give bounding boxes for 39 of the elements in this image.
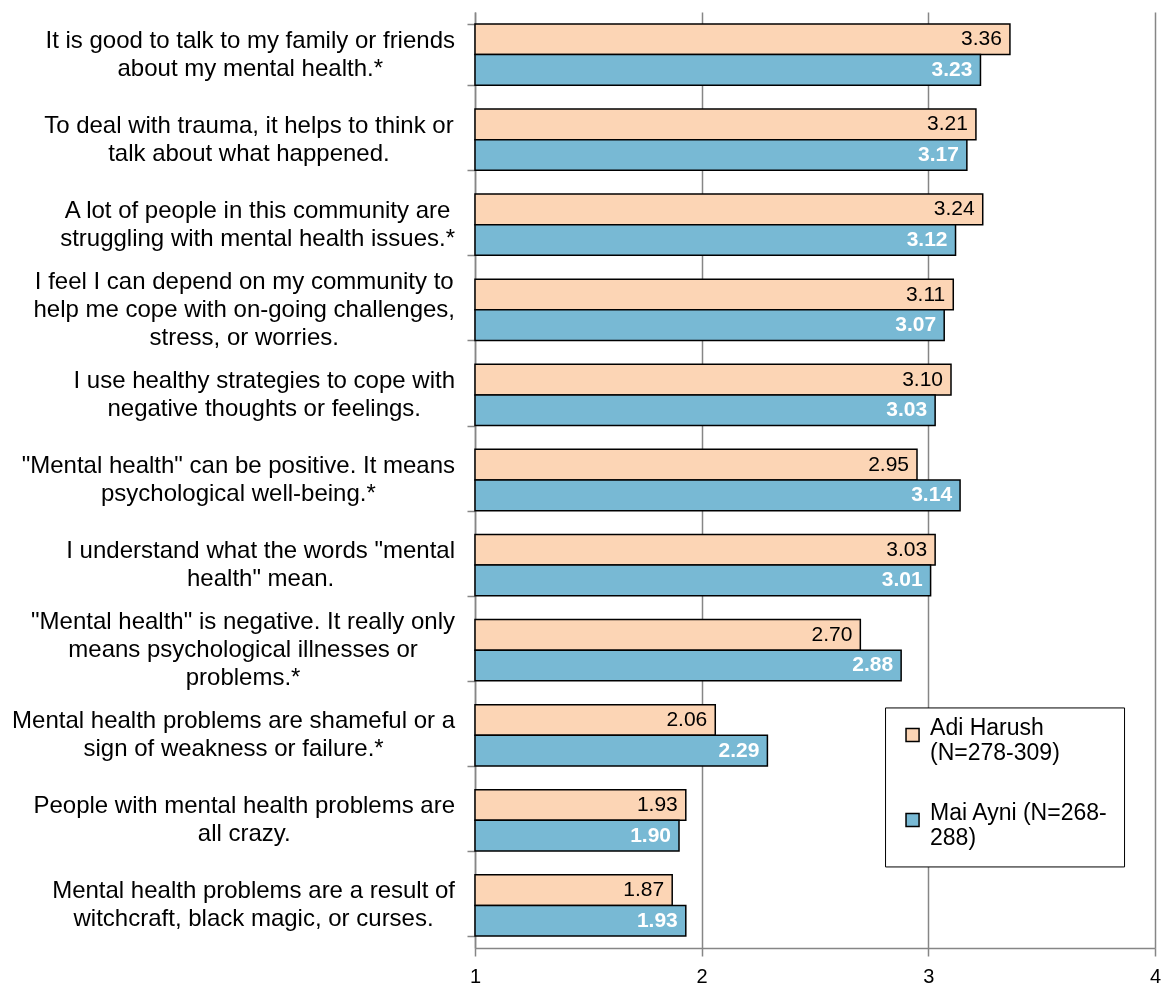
data-label: 3.21 (927, 111, 968, 135)
data-label: 3.03 (886, 536, 928, 560)
legend-label: Adi Harush (N=278-309) (930, 713, 1060, 765)
data-label: 2.29 (718, 737, 760, 761)
data-label: 3.24 (933, 196, 976, 220)
data-label: 1.93 (636, 792, 678, 816)
data-label: 3.36 (961, 26, 1002, 50)
data-label: 3.01 (881, 567, 923, 591)
y-tick-label: I use healthy strategies to cope with negative thoughts or feelings. (73, 365, 456, 421)
y-tick-label: I understand what the words "mental health" mean. (66, 536, 456, 592)
x-tick-label: 1 (469, 964, 482, 987)
data-label: 1.87 (623, 877, 665, 901)
data-label: 3.07 (895, 312, 937, 336)
y-tick-label: It is good to talk to my family or friends about my mental health.* (45, 25, 456, 81)
data-label: 2.88 (852, 652, 894, 676)
y-tick-label: "Mental health" can be positive. It means psychological well-being.* (21, 451, 456, 506)
data-label: 3.23 (931, 56, 973, 80)
x-tick-label: 2 (696, 964, 708, 987)
data-label: 2.06 (666, 706, 708, 730)
data-label: 3.14 (911, 482, 953, 506)
data-label: 3.12 (906, 227, 948, 251)
x-tick-label: 4 (1149, 964, 1162, 987)
y-tick-label: Mental health problems are shameful or a sign of weakness or failure.* (12, 706, 456, 762)
y-tick-label: Mental health problems are a result of witchcraft, black magic, or curses. (52, 876, 456, 932)
data-label: 2.70 (811, 621, 853, 645)
data-label: 3.10 (902, 366, 943, 390)
data-label: 1.93 (636, 907, 678, 931)
y-tick-label: To deal with trauma, it helps to think or talk about what happened. (44, 110, 454, 166)
data-label: 3.17 (917, 141, 959, 165)
data-label: 1.90 (630, 822, 671, 846)
data-label: 2.95 (868, 451, 909, 475)
y-tick-label: "Mental health" is negative. It really only means psychological illnesses or problems.* (31, 607, 456, 691)
x-tick-label: 3 (923, 964, 935, 987)
data-label: 3.11 (905, 281, 946, 305)
y-tick-label: I feel I can depend on my community to help me cope with on-going challenges, stress, or worries. (33, 266, 456, 350)
data-label: 3.03 (886, 397, 928, 421)
y-tick-label: People with mental health problems are all crazy. (33, 791, 456, 847)
y-tick-label: A lot of people in this community are struggling with mental health issues.* (60, 195, 456, 251)
legend-label: Mai Ayni (N=268-288) (930, 798, 1107, 850)
